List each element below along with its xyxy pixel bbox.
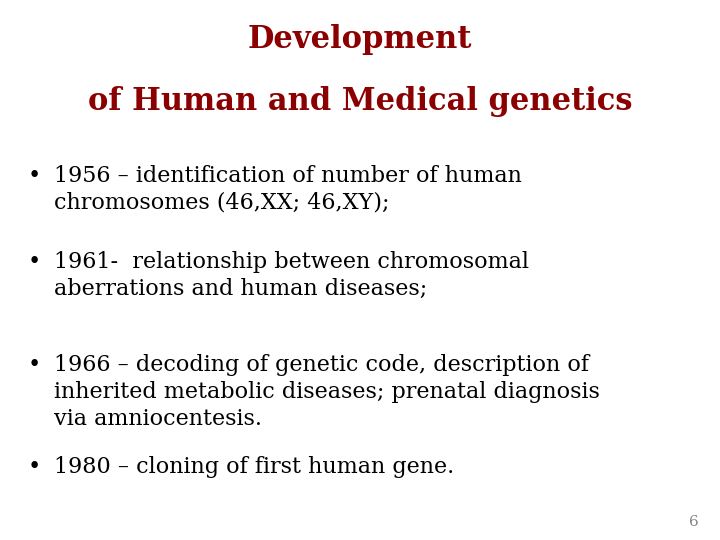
Text: •: • <box>28 251 41 273</box>
Text: •: • <box>28 354 41 376</box>
Text: 1956 – identification of number of human
chromosomes (46,XX; 46,XY);: 1956 – identification of number of human… <box>54 165 522 214</box>
Text: Development: Development <box>248 24 472 55</box>
Text: of Human and Medical genetics: of Human and Medical genetics <box>88 86 632 117</box>
Text: 1961-  relationship between chromosomal
aberrations and human diseases;: 1961- relationship between chromosomal a… <box>54 251 529 300</box>
Text: 1980 – cloning of first human gene.: 1980 – cloning of first human gene. <box>54 456 454 478</box>
Text: 6: 6 <box>688 515 698 529</box>
Text: •: • <box>28 165 41 187</box>
Text: •: • <box>28 456 41 478</box>
Text: 1966 – decoding of genetic code, description of
inherited metabolic diseases; pr: 1966 – decoding of genetic code, descrip… <box>54 354 600 430</box>
